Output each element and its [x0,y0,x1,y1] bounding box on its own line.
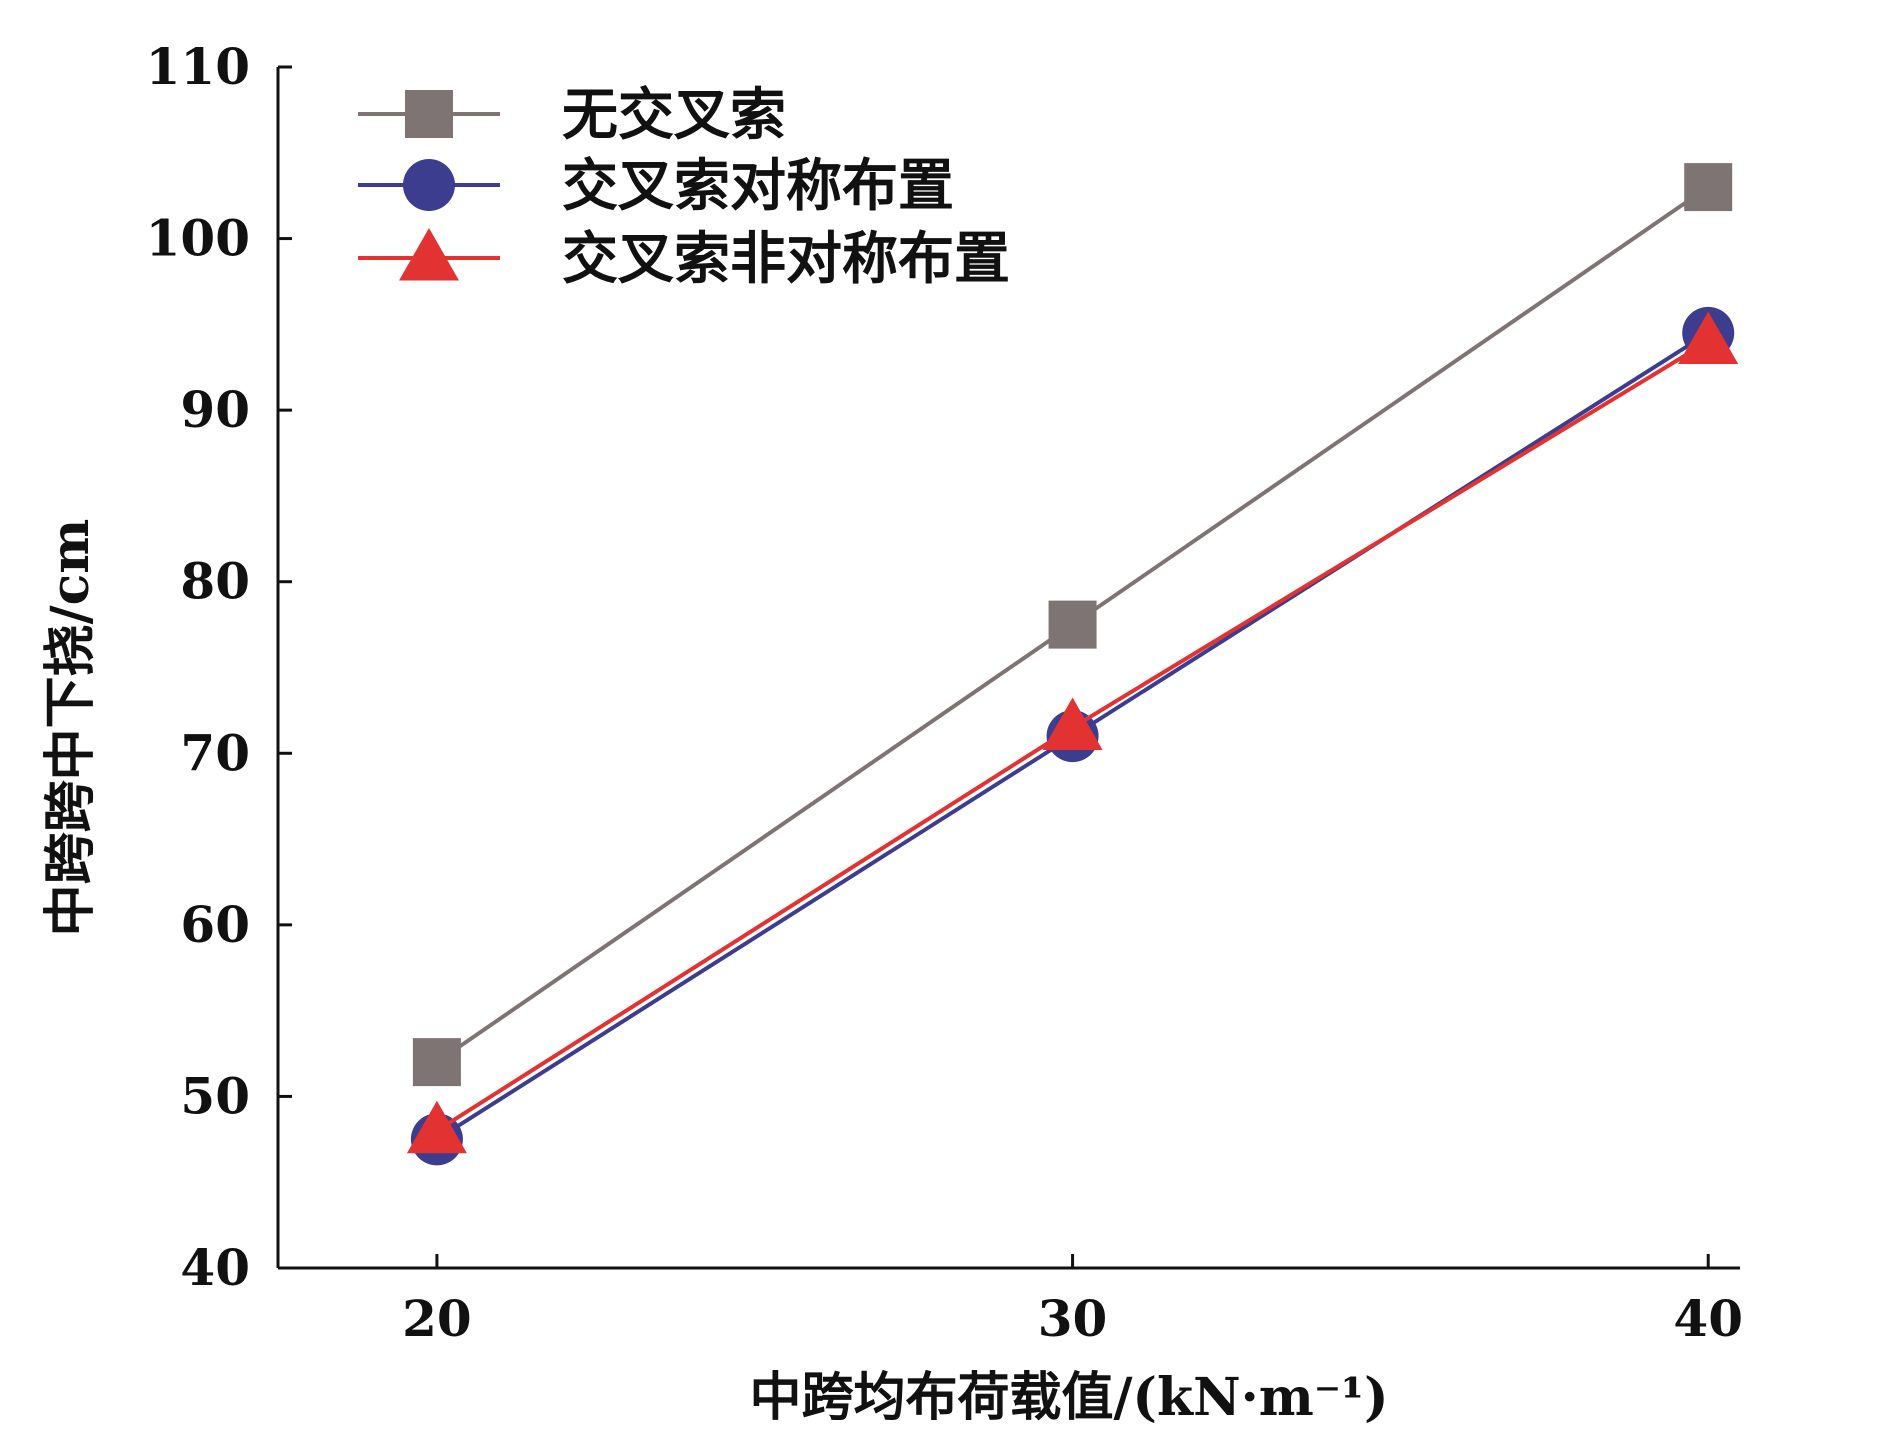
data-point [406,1100,467,1154]
y-tick-label: 110 [146,37,250,96]
y-axis-title: 中跨跨中下挠/cm [40,519,101,937]
legend-item: 无交叉索 [358,82,786,148]
series-square [412,163,1733,1087]
legend-label: 交叉索非对称布置 [562,226,1010,292]
y-ticks: 40 50 60 70 80 90 100 110 [146,37,292,1297]
y-tick-label: 50 [180,1066,250,1125]
x-ticks: 20 30 40 [402,1254,1743,1348]
legend-label: 交叉索对称布置 [562,153,954,219]
y-tick-label: 60 [180,895,250,954]
legend-marker [405,90,453,138]
legend-label: 无交叉索 [562,82,786,148]
data-point [1042,697,1103,751]
legend-item: 交叉索对称布置 [358,153,954,219]
y-tick-label: 40 [180,1238,250,1297]
legend-marker [399,228,459,281]
data-point [412,1038,461,1087]
x-tick-label: 20 [402,1289,472,1348]
series-triangle [406,311,1739,1154]
series-layer [406,163,1739,1166]
y-tick-label: 90 [180,380,250,439]
data-point [1048,600,1097,649]
y-tick-label: 80 [180,552,250,611]
axes: 40 50 60 70 80 90 100 110 20 30 40 [146,37,1743,1348]
x-axis-title: 中跨均布荷载值/(kN·m⁻¹) [749,1367,1388,1428]
legend-item: 交叉索非对称布置 [358,226,1010,292]
x-tick-label: 30 [1038,1289,1108,1348]
y-tick-label: 70 [180,723,250,782]
data-point [1684,163,1733,212]
legend-marker [403,159,455,211]
data-point [1678,311,1739,365]
y-tick-label: 100 [146,209,250,268]
x-tick-label: 40 [1673,1289,1743,1348]
